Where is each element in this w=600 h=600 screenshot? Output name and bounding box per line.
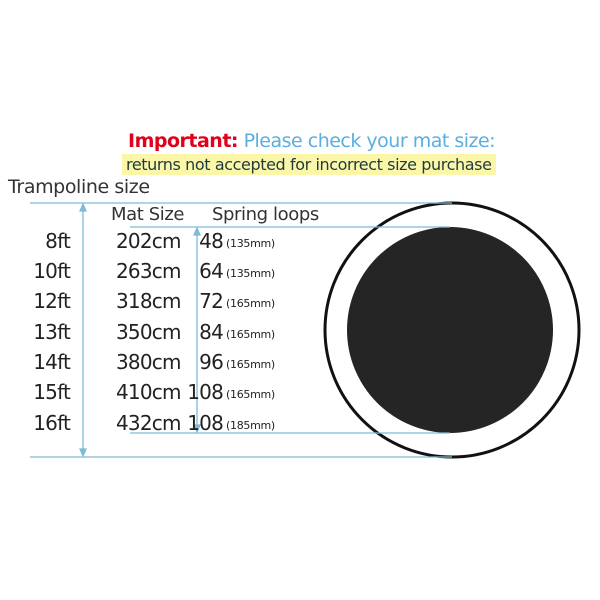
notice-headline: Important: Please check your mat size: [128,130,496,152]
arrow-head-icon [193,424,201,434]
spring-length: (165mm) [226,388,275,401]
mat-size: 380cm [116,350,181,374]
spring-loops: 96 [199,350,224,374]
arrow-head-icon [79,448,87,458]
trampoline-mat [347,227,553,433]
size-row: 14ft 380cm 96 (165mm) [0,350,340,378]
spring-loops: 108 [187,411,224,435]
spring-loops: 84 [199,320,224,344]
trampoline-size: 16ft [33,411,71,435]
size-row: 16ft 432cm 108 (185mm) [0,411,340,439]
spring-length: (165mm) [226,297,275,310]
mat-size: 350cm [116,320,181,344]
size-row: 13ft 350cm 84 (165mm) [0,320,340,348]
mat-size: 263cm [116,259,181,283]
trampoline-size: 13ft [33,320,71,344]
size-row: 12ft 318cm 72 (165mm) [0,289,340,317]
mat-size: 432cm [116,411,181,435]
mat-size: 410cm [116,380,181,404]
spring-loops: 48 [199,229,224,253]
trampoline-size: 12ft [33,289,71,313]
spring-length: (135mm) [226,267,275,280]
arrow-head-icon [79,202,87,212]
trampoline-size: 14ft [33,350,71,374]
spring-length: (185mm) [226,419,275,432]
spring-length: (135mm) [226,237,275,250]
mat-size: 318cm [116,289,181,313]
spring-length: (165mm) [226,328,275,341]
mat-size: 202cm [116,229,181,253]
size-row: 10ft 263cm 64 (135mm) [0,259,340,287]
arrow-head-icon [193,226,201,236]
spring-loops-header: Spring loops [212,204,319,225]
spring-loops: 108 [187,380,224,404]
spring-length: (165mm) [226,358,275,371]
trampoline-size: 15ft [33,380,71,404]
mat-size-header: Mat Size [111,204,185,225]
trampoline-size-label: Trampoline size [8,176,150,198]
spring-loops: 64 [199,259,224,283]
spring-loops: 72 [199,289,224,313]
trampoline-size: 8ft [45,229,71,253]
check-size-text: Please check your mat size: [243,130,496,152]
size-row: 15ft 410cm 108 (165mm) [0,380,340,408]
important-label: Important: [128,130,239,152]
returns-warning: returns not accepted for incorrect size … [122,154,496,175]
trampoline-size: 10ft [33,259,71,283]
size-row: 8ft 202cm 48 (135mm) [0,229,340,257]
